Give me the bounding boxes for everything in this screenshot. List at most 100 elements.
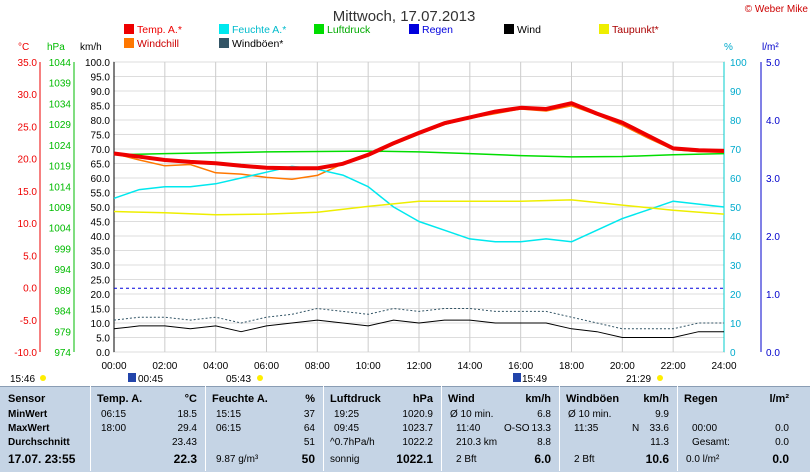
temp-tick-label: 15.0 xyxy=(18,187,38,198)
label-sensor: Sensor xyxy=(8,393,46,405)
gust-avg: 11.3 xyxy=(650,437,669,448)
pressure-max: 1023.7 xyxy=(402,423,433,434)
wind-tick-label: 35.0 xyxy=(91,247,111,258)
pressure-max-time: 09:45 xyxy=(334,423,360,434)
temp-max: 29.4 xyxy=(177,423,197,434)
wind-run: 210.3 km xyxy=(456,437,498,448)
legend-label: Regen xyxy=(422,24,453,36)
rain-unit: l/m² xyxy=(769,393,789,405)
col-rain: Regen l/m² 00:00 0.0 Gesamt: 0.0 0.0 l/m… xyxy=(677,386,795,471)
wind-unit: km/h xyxy=(525,393,551,405)
humidity-tick-label: 20 xyxy=(730,290,742,301)
series-line-feuchte-a xyxy=(113,165,725,243)
gust-bft: 2 Bft xyxy=(574,454,595,465)
label-min: MinWert xyxy=(8,409,48,420)
wind-tick-label: 90.0 xyxy=(91,87,111,98)
pressure-tick-label: 1044 xyxy=(49,58,72,69)
temp-tick-label: 20.0 xyxy=(18,155,38,166)
temp-current: 22.3 xyxy=(173,452,197,466)
pressure-trend: ^0.7hPa/h xyxy=(330,437,375,448)
left-time-label: 15:46 xyxy=(10,374,35,385)
wind-tick-label: 45.0 xyxy=(91,218,111,229)
axis-title-temp: °C xyxy=(18,42,29,53)
wind-tick-label: 10.0 xyxy=(91,319,111,330)
gust-unit: km/h xyxy=(643,393,669,405)
legend-label: Wind xyxy=(517,24,541,36)
wind-tick-label: 65.0 xyxy=(91,160,111,171)
wind-tick-label: 20.0 xyxy=(91,290,111,301)
pressure-tick-label: 1039 xyxy=(49,79,72,90)
pressure-tick-label: 984 xyxy=(54,307,71,318)
rain-tick-label: 5.0 xyxy=(766,58,780,69)
weather-chart: 00:00 02:00 04:00 06:00 08:00 10:00 12:00 14:00… xyxy=(10,4,809,385)
series xyxy=(113,101,725,338)
wind-tick-label: 55.0 xyxy=(91,189,111,200)
humidity-current: 50 xyxy=(301,452,315,466)
sun-markers: 15:46 00:45 05:43 15:49 21:29 xyxy=(10,373,663,385)
rain-tick-label: 0.0 xyxy=(766,348,780,359)
gust-current: 10.6 xyxy=(645,452,669,466)
x-tick-label: 22:00 xyxy=(661,361,686,372)
humidity-tick-label: 80 xyxy=(730,116,742,127)
humidity-tick-label: 30 xyxy=(730,261,742,272)
rain-max: 0.0 xyxy=(775,423,789,434)
humidity-max-time: 06:15 xyxy=(216,423,242,434)
humidity-min: 37 xyxy=(303,409,315,420)
pressure-tick-label: 1024 xyxy=(49,141,72,152)
col-pressure: Luftdruck hPa 19:25 1020.9 09:45 1023.7 … xyxy=(323,386,441,471)
wind-max: 13.3 xyxy=(531,423,551,434)
wind-tick-label: 60.0 xyxy=(91,174,111,185)
rain-tick-label: 4.0 xyxy=(766,116,780,127)
wind-tick-label: 30.0 xyxy=(91,261,111,272)
credit-text: © Weber Mike xyxy=(745,4,809,15)
wind-max-dir: O-SO xyxy=(504,423,530,434)
col-gust: Windböen km/h Ø 10 min. 9.9 11:35 N 33.6… xyxy=(559,386,677,471)
temp-tick-label: -10.0 xyxy=(14,348,37,359)
pressure-tick-label: 1009 xyxy=(49,203,72,214)
wind-tick-label: 15.0 xyxy=(91,305,111,316)
humidity-tick-label: 90 xyxy=(730,87,742,98)
axis-title-wind: km/h xyxy=(80,42,102,53)
gust-max: 33.6 xyxy=(649,423,669,434)
rain-current-label: 0.0 l/m² xyxy=(686,454,720,465)
wind-tick-label: 25.0 xyxy=(91,276,111,287)
legend-swatch xyxy=(124,38,134,48)
sunset-icon xyxy=(657,375,663,381)
temp-tick-label: -5.0 xyxy=(20,316,38,327)
wind-tick-label: 0.0 xyxy=(96,348,110,359)
wind-tick-label: 70.0 xyxy=(91,145,111,156)
temp-tick-label: 25.0 xyxy=(18,122,38,133)
x-tick-label: 12:00 xyxy=(406,361,431,372)
col-humidity: Feuchte A. % 15:15 37 06:15 64 51 9.87 g… xyxy=(205,386,323,471)
label-avg: Durchschnitt xyxy=(8,437,70,448)
x-tick-label: 16:00 xyxy=(508,361,533,372)
series-line-wind xyxy=(113,319,724,338)
gust-max-time: 11:35 xyxy=(574,423,599,434)
wind-max-time: 11:40 xyxy=(456,423,481,434)
series-line-windb-en xyxy=(113,308,724,330)
axes: 00:00 02:00 04:00 06:00 08:00 10:00 12:00 14:00… xyxy=(14,58,780,372)
wind-current: 6.0 xyxy=(534,452,551,466)
gust-min-label: Ø 10 min. xyxy=(568,409,612,420)
humidity-unit: % xyxy=(305,393,315,405)
pressure-header: Luftdruck xyxy=(330,393,381,405)
rain-header: Regen xyxy=(684,393,718,405)
rain-total-label: Gesamt: xyxy=(692,437,730,448)
legend-label: Luftdruck xyxy=(327,24,371,36)
temp-tick-label: 10.0 xyxy=(18,219,38,230)
axis-title-pressure: hPa xyxy=(47,42,65,53)
legend-label: Windböen* xyxy=(232,38,283,50)
stats-table xyxy=(0,386,810,472)
col-temp: Temp. A. °C 06:15 18.5 18:00 29.4 23.43 … xyxy=(90,386,205,471)
x-tick-label: 10:00 xyxy=(356,361,381,372)
axis-title-humidity: % xyxy=(724,42,733,53)
pressure-min-time: 19:25 xyxy=(334,409,360,420)
pressure-tick-label: 989 xyxy=(54,286,71,297)
pressure-state: sonnig xyxy=(330,454,360,465)
pressure-tick-label: 994 xyxy=(54,265,71,276)
grid xyxy=(113,61,725,353)
wind-tick-label: 75.0 xyxy=(91,131,111,142)
legend-swatch xyxy=(599,24,609,34)
wind-bft: 2 Bft xyxy=(456,454,477,465)
moonset-icon xyxy=(513,373,521,382)
